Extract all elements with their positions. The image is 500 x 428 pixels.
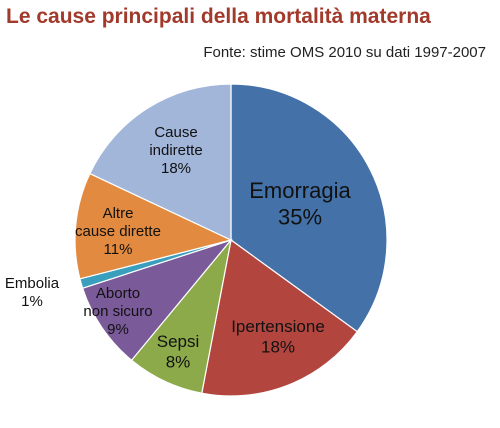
pie-slice-emorragia — [230, 83, 388, 333]
chart-title: Le cause principali della mortalità mate… — [6, 5, 431, 28]
pie-slice-cause-indirette — [89, 83, 232, 241]
chart-subtitle: Fonte: stime OMS 2010 su dati 1997-2007 — [203, 44, 486, 61]
slice-label-cause-indirette: Cause indirette 18% — [149, 124, 202, 177]
slice-label-emorragia: Emorragia 35% — [249, 178, 351, 229]
slice-label-altre-cause-dirette: Altre cause dirette 11% — [75, 205, 161, 258]
slice-label-aborto-non-sicuro: Aborto non sicuro 9% — [83, 285, 152, 338]
pie-slice-altre-cause-dirette — [74, 172, 233, 280]
slice-label-ipertensione: Ipertensione 18% — [231, 317, 325, 356]
slice-label-embolia: Embolia 1% — [5, 275, 60, 310]
pie-slice-aborto-non-sicuro — [81, 238, 233, 362]
slice-label-sepsi: Sepsi 8% — [157, 332, 200, 371]
pie-slice-ipertensione — [201, 238, 359, 397]
